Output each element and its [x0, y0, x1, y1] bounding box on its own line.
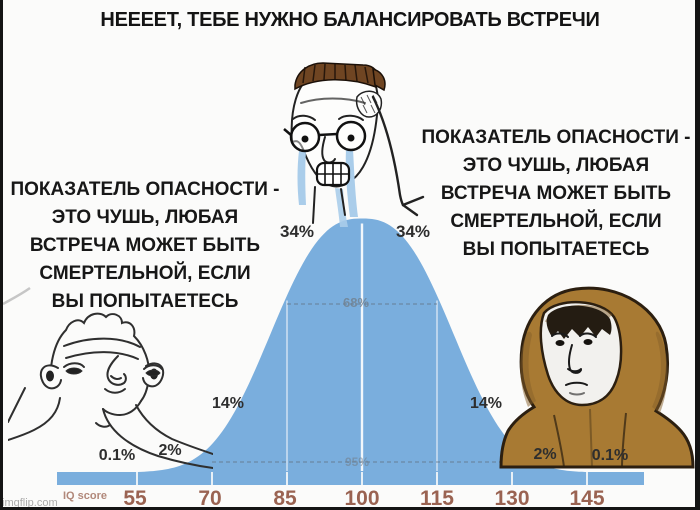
crying-midwit-character	[283, 62, 425, 227]
baseline-tick-gap	[211, 472, 213, 485]
watermark: imgflip.com	[2, 497, 58, 509]
x-tick-130: 130	[494, 487, 530, 510]
hooded-hair-bangs	[546, 305, 612, 339]
baseline-tick-gap	[361, 472, 363, 485]
segment-percent-0.1-right: 0.1%	[591, 447, 629, 464]
baseline-tick-gap	[286, 472, 288, 485]
bell-curve-area	[57, 218, 644, 473]
baseline-tick-gap	[136, 472, 138, 485]
faint-pointer-line	[2, 286, 31, 306]
interval-label-95: 95%	[344, 455, 370, 469]
right-caption-line: ЭТО ЧУШЬ, ЛЮБАЯ	[462, 155, 650, 176]
segment-percent-2-left: 2%	[158, 442, 182, 459]
x-tick-70: 70	[198, 487, 222, 510]
baseline-tick-gap	[436, 472, 438, 485]
right-border	[695, 0, 700, 510]
right-caption-line: СМЕРТЕЛЬНОЙ, ЕСЛИ	[450, 211, 662, 232]
x-tick-85: 85	[273, 487, 297, 510]
arm-arrow	[371, 95, 425, 217]
right-caption-line: ВЫ ПОПЫТАЕТЕСЬ	[462, 239, 650, 260]
baseline-tick-gap	[511, 472, 513, 485]
left-caption: ПОКАЗАТЕЛЬ ОПАСНОСТИ - ЭТО ЧУШЬ, ЛЮБАЯ В…	[0, 176, 290, 316]
bottom-border	[0, 507, 700, 510]
left-border	[0, 0, 3, 510]
hooded-character	[499, 286, 695, 469]
segment-percent-14-right: 14%	[469, 395, 503, 412]
left-caption-line: ВЫ ПОПЫТАЕТЕСЬ	[51, 291, 239, 312]
x-tick-100: 100	[344, 487, 380, 510]
left-caption-line: ВСТРЕЧА МОЖЕТ БЫТЬ	[29, 235, 261, 256]
right-caption-line: ПОКАЗАТЕЛЬ ОПАСНОСТИ -	[421, 127, 691, 148]
segment-percent-14-left: 14%	[211, 395, 245, 412]
right-caption: ПОКАЗАТЕЛЬ ОПАСНОСТИ - ЭТО ЧУШЬ, ЛЮБАЯ В…	[410, 124, 700, 264]
segment-percent-34-right: 34%	[395, 222, 431, 241]
tear-left	[297, 151, 306, 205]
baseline-tick-gap	[586, 472, 588, 485]
segment-percent-0.1-left: 0.1%	[98, 447, 136, 464]
left-caption-line: ПОКАЗАТЕЛЬ ОПАСНОСТИ -	[10, 179, 280, 200]
segment-percent-2-right: 2%	[533, 446, 557, 463]
x-axis-label: IQ score	[63, 490, 108, 502]
left-caption-line: СМЕРТЕЛЬНОЙ, ЕСЛИ	[39, 263, 251, 284]
left-caption-line: ЭТО ЧУШЬ, ЛЮБАЯ	[51, 207, 239, 228]
interval-label-68: 68%	[342, 295, 370, 310]
brainlet-character	[8, 312, 213, 469]
segment-percent-34-left: 34%	[279, 222, 315, 241]
x-tick-55: 55	[123, 487, 147, 510]
right-caption-line: ВСТРЕЧА МОЖЕТ БЫТЬ	[440, 183, 672, 204]
x-tick-145: 145	[569, 487, 605, 510]
baseline-bar	[57, 472, 644, 485]
gritted-teeth	[315, 161, 351, 187]
tear-drip	[335, 188, 348, 227]
meme-title: НЕЕЕЕТ, ТЕБЕ НУЖНО БАЛАНСИРОВАТЬ ВСТРЕЧИ	[100, 9, 600, 31]
x-tick-115: 115	[420, 487, 454, 510]
